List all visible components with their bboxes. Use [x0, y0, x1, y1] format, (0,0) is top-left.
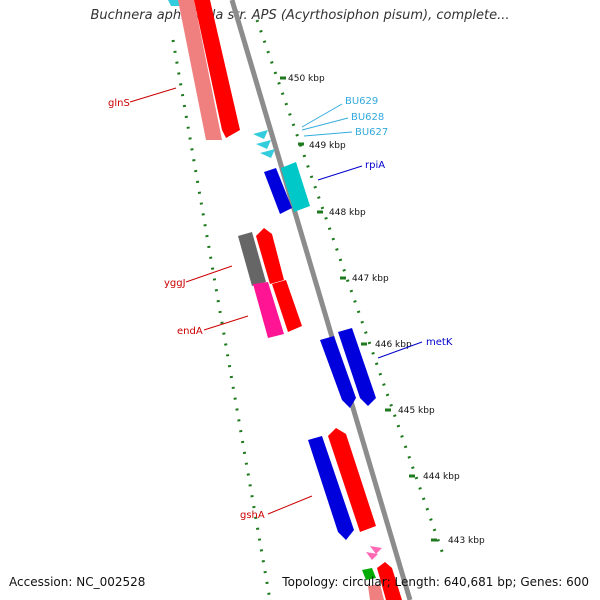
- gene-misc-green[interactable]: [362, 568, 376, 580]
- label-endA[interactable]: endA: [177, 326, 203, 337]
- label-BU629[interactable]: BU629: [345, 96, 378, 107]
- gene-rpiA[interactable]: [281, 162, 310, 212]
- label-leaders: [129, 87, 423, 515]
- kbp-tick-labels: 450 kbp 449 kbp 448 kbp 447 kbp 446 kbp …: [288, 74, 485, 546]
- gene-rpiA-reverse[interactable]: [264, 168, 292, 214]
- tick-label-445: 445 kbp: [398, 406, 435, 416]
- gene-metK[interactable]: [320, 336, 356, 408]
- gene-BU628[interactable]: [256, 140, 271, 149]
- tick-label-449: 449 kbp: [309, 141, 346, 151]
- label-rpiA[interactable]: rpiA: [365, 160, 385, 171]
- gene-misc-1[interactable]: [370, 546, 382, 554]
- gene-BU627[interactable]: [260, 149, 275, 158]
- tick-label-450: 450 kbp: [288, 74, 325, 84]
- kbp-tick-marks: [280, 76, 437, 542]
- tick-label-446: 446 kbp: [375, 340, 412, 350]
- gene-features: [168, 0, 402, 600]
- gene-endA[interactable]: [253, 282, 284, 338]
- gene-yggJ[interactable]: [238, 232, 266, 286]
- leader-BU628: [301, 117, 349, 131]
- label-gshA[interactable]: gshA: [240, 510, 265, 521]
- gene-misc-2[interactable]: [366, 552, 378, 560]
- label-glnS[interactable]: glnS: [108, 98, 130, 109]
- leader-endA: [203, 315, 249, 331]
- gene-BU629[interactable]: [253, 130, 268, 139]
- leader-metK: [377, 341, 423, 359]
- gene-bottom-forward[interactable]: [377, 562, 402, 600]
- label-yggJ[interactable]: yggJ: [164, 278, 186, 289]
- label-BU627[interactable]: BU627: [355, 127, 388, 138]
- genome-summary-text: Topology: circular; Length: 640,681 bp; …: [282, 575, 589, 589]
- gene-bottom-light[interactable]: [368, 584, 384, 600]
- label-metK[interactable]: metK: [426, 337, 453, 348]
- gene-gshA[interactable]: [308, 436, 354, 540]
- leader-gshA: [267, 495, 313, 515]
- gene-gshA-forward[interactable]: [328, 428, 376, 532]
- tick-label-447: 447 kbp: [352, 274, 389, 284]
- gene-endA-forward[interactable]: [272, 280, 302, 332]
- gene-metK-partner[interactable]: [338, 328, 376, 406]
- tick-label-448: 448 kbp: [329, 208, 366, 218]
- gene-labels: glnS BU629 BU628 BU627 rpiA yggJ endA me…: [108, 96, 453, 521]
- gene-glnS[interactable]: [194, 0, 240, 138]
- tick-label-444: 444 kbp: [423, 472, 460, 482]
- scale-ring-inner: [171, 39, 272, 600]
- scale-ring: [171, 19, 447, 600]
- gene-glnS-forward[interactable]: [178, 0, 222, 140]
- leader-rpiA: [317, 165, 363, 181]
- leader-glnS: [129, 87, 177, 103]
- leader-BU629: [301, 103, 343, 128]
- gene-yggJ-forward[interactable]: [256, 228, 284, 284]
- genome-backbone: [229, 0, 413, 600]
- label-BU628[interactable]: BU628: [351, 112, 384, 123]
- leader-BU627: [303, 131, 353, 137]
- leader-yggJ: [185, 265, 233, 283]
- tick-label-443: 443 kbp: [448, 536, 485, 546]
- accession-text: Accession: NC_002528: [9, 575, 146, 589]
